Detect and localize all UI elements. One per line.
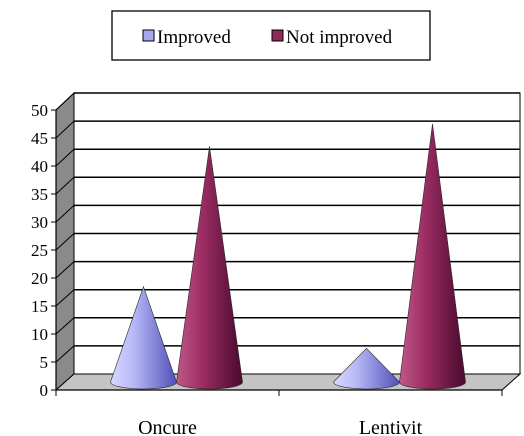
legend-label-0: Improved: [157, 27, 231, 48]
gridline-side-5: [55, 233, 75, 251]
cone-1-0: [176, 146, 243, 390]
y-tick-label-2: 10: [31, 325, 48, 344]
x-tick-label-1: Lentivit: [359, 417, 423, 436]
cone-0-0: [110, 285, 177, 390]
legend-swatch-1: [271, 29, 284, 42]
y-tick-label-7: 35: [31, 185, 48, 204]
gridline-side-2: [55, 317, 75, 335]
gridline-side-4: [55, 261, 75, 279]
legend-item-1: Not improved: [271, 27, 393, 48]
gridline-side-8: [55, 148, 75, 167]
y-tick-label-5: 25: [31, 241, 48, 260]
gridline-side-6: [55, 205, 75, 223]
cone-body-1-0: [176, 146, 243, 390]
cone-body-0-0: [110, 285, 177, 390]
legend: Improved Not improved: [111, 10, 431, 61]
gridline-side-7: [55, 176, 75, 195]
gridline-side-9: [55, 120, 75, 139]
cone-body-1-1: [399, 123, 466, 390]
y-tick-label-4: 20: [31, 269, 48, 288]
y-tick-label-3: 15: [31, 297, 48, 316]
cones: [110, 123, 466, 390]
cone-1-1: [399, 123, 466, 390]
legend-item-0: Improved: [142, 27, 231, 48]
y-tick-label-10: 50: [31, 101, 48, 120]
legend-box: [111, 10, 431, 61]
y-tick-label-8: 40: [31, 157, 48, 176]
y-axis: 0 5 10 15 20 25 30 35 40 45 50: [31, 101, 57, 400]
y-tick-label-0: 0: [40, 381, 49, 400]
gridline-side-10: [55, 92, 75, 111]
y-tick-label-6: 30: [31, 213, 48, 232]
cone-0-1: [333, 347, 400, 390]
x-tick-label-0: Oncure: [138, 417, 197, 436]
x-axis: Oncure Lentivit: [55, 389, 503, 436]
y-tick-label-9: 45: [31, 129, 48, 148]
gridline-side-1: [55, 345, 75, 363]
gridline-side-3: [55, 289, 75, 307]
y-tick-label-1: 5: [40, 353, 49, 372]
legend-label-1: Not improved: [286, 27, 393, 48]
legend-swatch-0: [142, 29, 155, 42]
cone-body-0-1: [333, 347, 400, 390]
